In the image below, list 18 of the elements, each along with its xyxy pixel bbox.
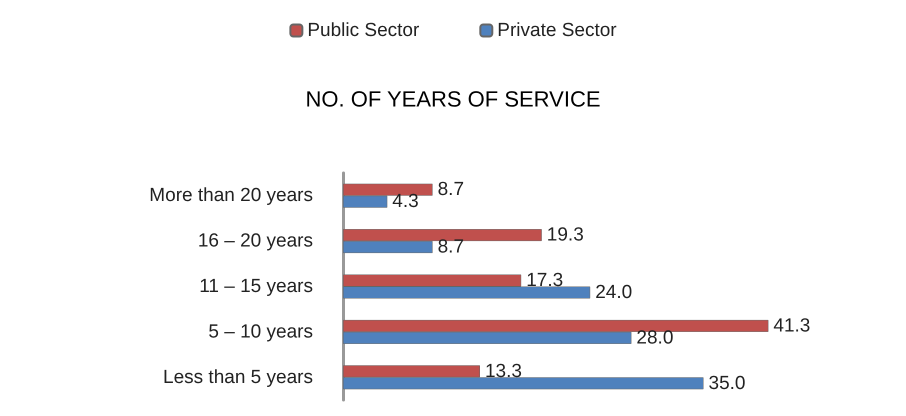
data-label: 41.3 (773, 315, 810, 336)
legend-label: Public Sector (307, 20, 420, 41)
data-label: 17.3 (526, 270, 564, 291)
data-label: 8.7 (438, 179, 464, 200)
data-label: 35.0 (708, 372, 746, 394)
data-label: 13.3 (484, 360, 522, 382)
chart-title: NO. OF YEARS OF SERVICE (305, 86, 601, 112)
data-label: 8.7 (438, 236, 464, 258)
y-tick-label: 16 – 20 years (198, 230, 313, 252)
data-label: 19.3 (546, 224, 584, 246)
data-label: 4.3 (392, 191, 419, 212)
legend-label: Private Sector (497, 20, 618, 41)
y-tick-label: More than 20 years (149, 185, 313, 206)
data-label: 28.0 (636, 327, 674, 348)
data-label: 24.0 (595, 282, 632, 303)
y-tick-label: 5 – 10 years (208, 321, 313, 342)
y-tick-label: Less than 5 years (163, 366, 313, 388)
y-tick-label: 11 – 15 years (199, 276, 313, 297)
